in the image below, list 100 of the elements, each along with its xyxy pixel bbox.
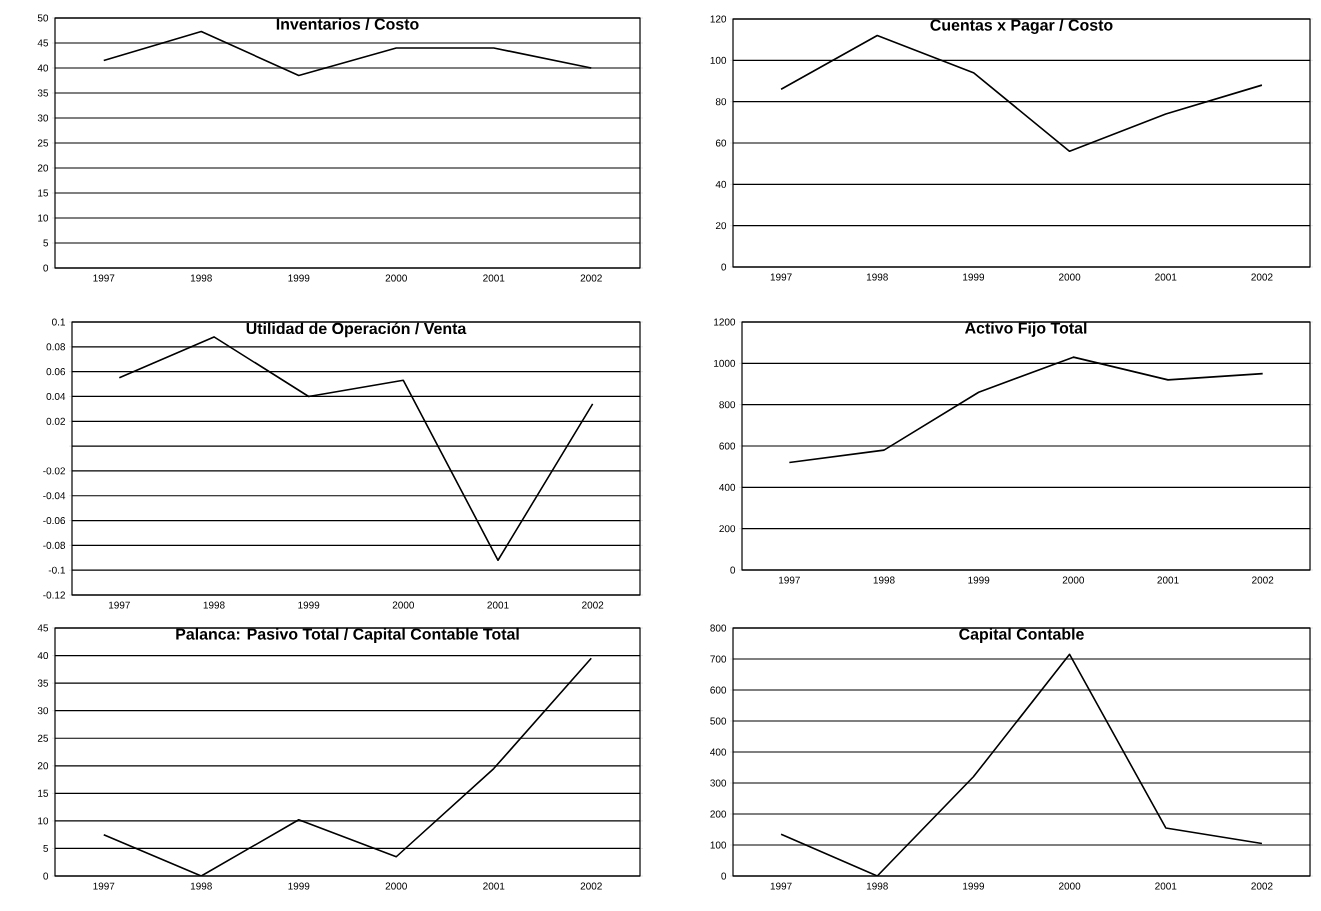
x-tick-label: 2000 (385, 882, 407, 890)
x-tick-label: 2002 (1251, 882, 1273, 890)
y-tick-label: 5 (43, 239, 49, 247)
y-tick-label: 30 (37, 114, 49, 122)
y-tick-label: -0.12 (43, 591, 65, 599)
y-tick-label: 200 (719, 525, 736, 533)
y-tick-label: 800 (710, 624, 727, 632)
x-tick-label: 2000 (392, 601, 415, 609)
x-tick-label: 2002 (1251, 273, 1273, 281)
line-series (102, 30, 593, 77)
y-tick-label: 20 (715, 222, 727, 230)
y-tick-label: 0.08 (46, 343, 66, 351)
x-tick-label: 1998 (866, 273, 888, 281)
x-tick-label: 1997 (770, 273, 792, 281)
y-tick-label: -0.04 (43, 492, 66, 500)
chart-title: Utilidad de Operación / Venta (246, 322, 467, 338)
x-tick-label: 1999 (963, 273, 985, 281)
x-tick-label: 2002 (1252, 576, 1274, 584)
x-tick-label: 1997 (93, 274, 115, 282)
x-tick-label: 1997 (109, 601, 130, 609)
chart-title: Capital Contable (959, 628, 1084, 643)
y-tick-label: -0.08 (43, 541, 66, 549)
chart-title: Palanca: Pasivo Total / Capital Contable Total (176, 628, 519, 643)
y-tick-label: 0 (721, 872, 727, 880)
y-tick-label: 100 (710, 841, 727, 849)
y-tick-label: 600 (719, 442, 736, 450)
x-tick-label: 2000 (1059, 882, 1081, 890)
line-series (780, 34, 1263, 153)
chart-title: Activo Fijo Total (965, 322, 1087, 337)
y-tick-label: 0.06 (46, 368, 66, 376)
y-tick-label: 1000 (714, 359, 736, 367)
x-tick-label: 2002 (580, 882, 602, 890)
y-tick-label: 200 (710, 810, 727, 818)
x-tick-label: 1999 (963, 882, 985, 890)
x-tick-label: 1998 (873, 576, 895, 584)
x-tick-label: 1999 (968, 576, 990, 584)
y-tick-label: 80 (715, 98, 727, 106)
y-tick-label: 100 (710, 56, 727, 64)
x-tick-label: 2000 (1059, 273, 1081, 281)
y-tick-label: 15 (38, 189, 49, 197)
y-tick-label: 25 (37, 734, 49, 742)
x-tick-label: 2001 (1157, 576, 1179, 584)
x-tick-label: 2002 (580, 274, 602, 282)
x-tick-label: 1997 (93, 882, 115, 890)
y-tick-label: -0.06 (43, 517, 66, 525)
y-tick-label: 45 (37, 39, 49, 47)
x-tick-label: 1998 (190, 274, 212, 282)
y-tick-label: 10 (38, 817, 49, 825)
y-tick-label: 400 (710, 748, 727, 756)
y-tick-label: 40 (715, 180, 727, 188)
y-tick-label: 10 (38, 214, 49, 222)
y-tick-label: 5 (43, 844, 49, 852)
y-tick-label: 0.1 (52, 318, 65, 326)
y-tick-label: 700 (710, 655, 727, 663)
x-tick-label: 2001 (487, 601, 509, 609)
x-tick-label: 2001 (1155, 273, 1177, 281)
y-tick-label: 35 (37, 89, 49, 97)
x-tick-label: 1997 (779, 576, 800, 584)
y-tick-label: 40 (37, 652, 49, 660)
y-tick-label: 60 (715, 139, 727, 147)
x-tick-label: 2000 (385, 274, 407, 282)
chart-title: Cuentas x Pagar / Costo (930, 19, 1113, 34)
chart-title: Inventarios / Costo (276, 18, 419, 30)
x-tick-label: 2001 (483, 274, 505, 282)
y-tick-label: 300 (710, 779, 727, 787)
y-tick-label: 25 (37, 139, 49, 147)
x-tick-label: 2002 (582, 601, 604, 609)
x-tick-label: 2001 (483, 882, 505, 890)
y-tick-label: 1200 (714, 318, 736, 326)
y-tick-label: 0.04 (46, 392, 66, 400)
y-tick-label: 0 (43, 872, 49, 880)
line-series (118, 336, 594, 562)
y-tick-label: 120 (710, 15, 727, 23)
x-tick-label: 1997 (770, 882, 792, 890)
y-tick-label: -0.1 (48, 566, 65, 574)
y-tick-label: 35 (37, 679, 49, 687)
y-tick-label: 600 (710, 686, 727, 694)
y-tick-label: 45 (37, 624, 49, 632)
y-tick-label: 400 (719, 483, 736, 491)
x-tick-label: 1999 (298, 601, 320, 609)
y-tick-label: 50 (37, 14, 49, 22)
x-tick-label: 1999 (288, 882, 310, 890)
y-tick-label: 0 (730, 566, 736, 574)
y-tick-label: 40 (37, 64, 49, 72)
x-tick-label: 1998 (203, 601, 225, 609)
line-series (788, 356, 1264, 464)
y-tick-label: 800 (719, 401, 736, 409)
y-tick-label: 20 (37, 762, 49, 770)
y-tick-label: 20 (37, 164, 49, 172)
y-tick-label: 0.02 (46, 417, 65, 425)
x-tick-label: 2000 (1062, 576, 1085, 584)
y-tick-label: 0 (721, 263, 727, 271)
x-tick-label: 2001 (1155, 882, 1177, 890)
y-tick-label: -0.02 (43, 467, 65, 475)
y-tick-label: 30 (37, 707, 49, 715)
y-tick-label: 500 (710, 717, 727, 725)
x-tick-label: 1998 (190, 882, 212, 890)
y-tick-label: 15 (38, 789, 49, 797)
y-tick-label: 0 (43, 264, 49, 272)
x-tick-label: 1998 (866, 882, 888, 890)
